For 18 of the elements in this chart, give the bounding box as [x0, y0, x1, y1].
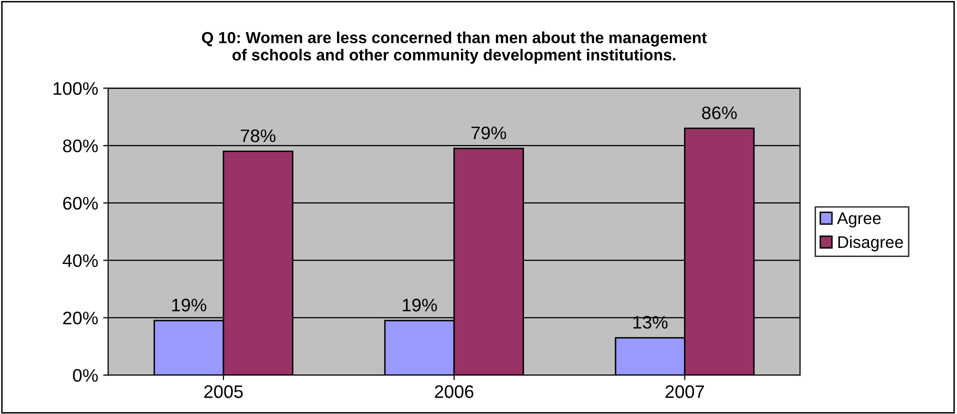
data-label: 79% [472, 126, 506, 140]
y-tick-label: 100% [54, 82, 98, 95]
legend-label: Disagree [838, 236, 903, 252]
y-tick-label: 20% [63, 312, 98, 324]
data-label: 86% [702, 106, 737, 120]
x-tick-label: 2006 [434, 385, 474, 398]
x-tick-label: 2007 [666, 385, 704, 398]
data-label: 19% [172, 298, 206, 312]
data-label: 19% [402, 298, 437, 312]
y-tick-label: 80% [63, 139, 98, 152]
legend-label: Agree [837, 212, 881, 228]
y-tick-label: 0% [73, 369, 98, 382]
chart-title: Q 10: Women are less concerned than men about the management of schools and other community development institutions. [202, 32, 707, 64]
y-tick-label: 60% [63, 196, 98, 210]
data-label: 78% [240, 129, 276, 142]
y-tick-label: 40% [62, 254, 98, 268]
x-tick-label: 2005 [204, 385, 243, 398]
data-label: 13% [633, 316, 668, 329]
